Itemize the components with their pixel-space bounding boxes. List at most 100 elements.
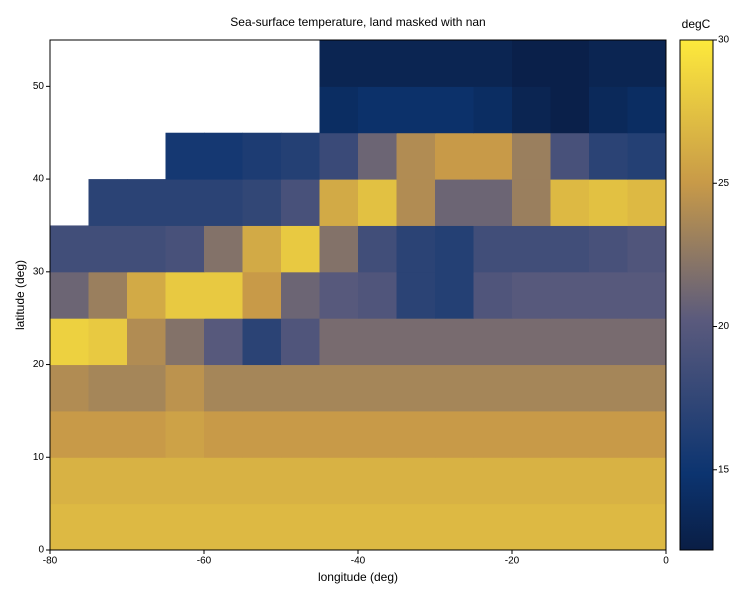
heat-cell <box>127 364 166 412</box>
x-tick-label: 0 <box>663 556 669 567</box>
y-axis-label: latitude (deg) <box>13 260 27 330</box>
heat-cell <box>319 86 359 134</box>
heat-cell <box>242 410 282 458</box>
heat-cell <box>589 410 628 458</box>
y-tick-label: 0 <box>38 545 44 556</box>
heat-cell <box>358 318 397 366</box>
heat-cell <box>627 86 667 134</box>
heat-cell <box>550 457 590 505</box>
heat-cell <box>127 225 166 273</box>
heat-cell <box>204 503 243 551</box>
heat-cell <box>550 271 590 319</box>
heat-cell <box>165 318 205 366</box>
heat-cell <box>204 318 243 366</box>
heat-cell <box>396 271 436 319</box>
heat-cell <box>589 318 628 366</box>
heat-cell <box>88 410 128 458</box>
heat-cell <box>204 225 243 273</box>
heat-cell <box>127 271 166 319</box>
heat-cell <box>550 40 590 87</box>
heat-cell <box>319 271 359 319</box>
heat-cell <box>319 318 359 366</box>
heat-cell <box>319 457 359 505</box>
x-tick-label: -60 <box>197 556 212 567</box>
heat-cell <box>512 132 551 180</box>
heat-cell <box>242 225 282 273</box>
x-tick-label: -40 <box>351 556 366 567</box>
heat-cell <box>50 271 89 319</box>
heat-cell <box>242 503 282 551</box>
heat-cell <box>204 457 243 505</box>
heat-cell <box>396 457 436 505</box>
heat-cell <box>242 271 282 319</box>
x-tick-label: -80 <box>43 556 58 567</box>
heat-cell <box>550 86 590 134</box>
heat-cell <box>512 179 551 226</box>
heat-cell <box>435 225 474 273</box>
colorbar-tick-label: 15 <box>718 464 730 475</box>
heat-cell <box>281 225 320 273</box>
heat-cell <box>358 457 397 505</box>
heat-cell <box>165 457 205 505</box>
heat-cell <box>627 271 667 319</box>
heat-cell <box>242 318 282 366</box>
heat-cell <box>627 457 667 505</box>
heat-cell <box>204 364 243 412</box>
heat-cell <box>550 410 590 458</box>
heat-cell <box>50 410 89 458</box>
heat-cell <box>627 225 667 273</box>
heat-cell <box>473 271 513 319</box>
heat-cell <box>473 503 513 551</box>
heat-cell <box>435 86 474 134</box>
heat-cell <box>589 225 628 273</box>
colorbar <box>679 39 714 551</box>
heat-cell <box>396 40 436 87</box>
heat-cell <box>358 410 397 458</box>
heat-cell <box>396 225 436 273</box>
heat-cell <box>627 503 667 551</box>
heat-cell <box>473 318 513 366</box>
heat-cell <box>281 364 320 412</box>
heat-cell <box>473 225 513 273</box>
heat-cell <box>396 364 436 412</box>
colorbar-tick-label: 20 <box>718 321 730 332</box>
heat-cell <box>435 364 474 412</box>
heat-cell <box>281 271 320 319</box>
heat-cell <box>204 271 243 319</box>
heat-cell <box>50 225 89 273</box>
heat-cell <box>358 225 397 273</box>
heat-cell <box>627 132 667 180</box>
heat-cell <box>512 318 551 366</box>
heat-cell <box>281 318 320 366</box>
heat-cell <box>358 271 397 319</box>
heat-cell <box>435 318 474 366</box>
heat-cell <box>550 179 590 226</box>
heat-cell <box>473 86 513 134</box>
heat-cell <box>88 503 128 551</box>
heat-cell <box>550 225 590 273</box>
heat-cell <box>435 457 474 505</box>
heat-cell <box>319 364 359 412</box>
heat-cell <box>473 457 513 505</box>
y-tick-label: 50 <box>33 81 45 92</box>
heat-cell <box>589 179 628 226</box>
heat-cell <box>88 364 128 412</box>
heat-cell <box>512 225 551 273</box>
heat-cell <box>396 318 436 366</box>
heat-cell <box>319 503 359 551</box>
heat-cell <box>550 132 590 180</box>
y-tick-label: 20 <box>33 359 45 370</box>
heat-cell <box>88 457 128 505</box>
heat-cell <box>319 410 359 458</box>
heat-cell <box>589 457 628 505</box>
heat-cell <box>358 364 397 412</box>
heat-cell <box>473 364 513 412</box>
heat-cell <box>165 179 205 226</box>
heat-cell <box>319 132 359 180</box>
heat-cell <box>165 410 205 458</box>
heat-cell <box>281 503 320 551</box>
heat-cell <box>281 179 320 226</box>
heat-cell <box>512 503 551 551</box>
heat-cell <box>242 132 282 180</box>
heat-cell <box>88 179 128 226</box>
